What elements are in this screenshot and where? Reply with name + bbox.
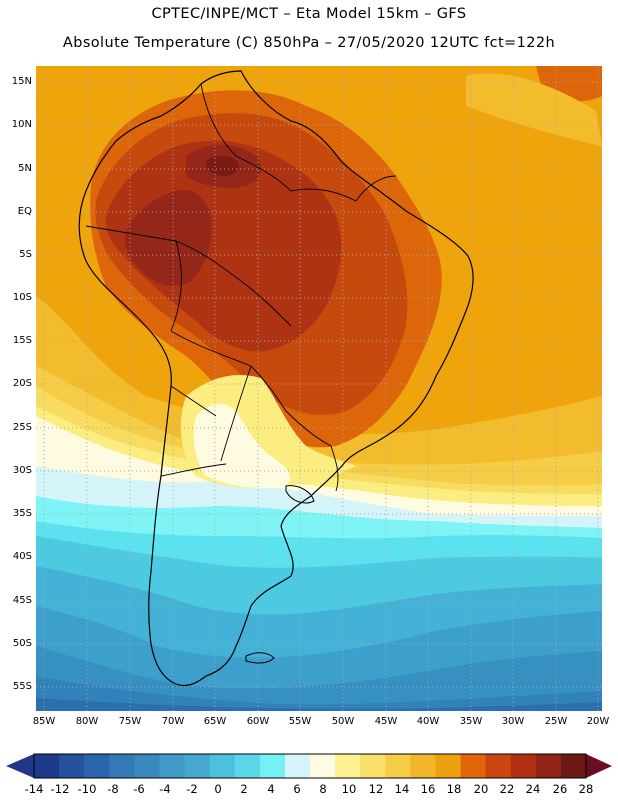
temperature-map[interactable] [36,66,602,711]
colorbar-cell [134,754,160,778]
temperature-colorbar [6,753,612,779]
colorbar-high-arrow [586,754,612,778]
field-cm6 [36,646,602,711]
colorbar-cell [460,754,487,778]
colorbar-cell [510,754,537,778]
lat-label-20s: 20S [12,378,32,389]
lat-label-25s: 25S [12,422,32,433]
lat-label-50s: 50S [12,638,32,649]
colorbar-cell [184,754,211,778]
colorbar-cells [34,754,587,778]
lon-label-25w: 25W [544,716,568,727]
lon-label-30w: 30W [501,716,525,727]
colorbar-cell [385,754,411,778]
lat-label-5s: 5S [19,249,32,260]
colorbar-cell [209,754,236,778]
colorbar-cell [310,754,336,778]
colorbar-label: 2 [240,782,248,796]
colorbar-low-arrow [6,754,34,778]
colorbar-cell [259,754,286,778]
lat-label-45s: 45S [12,595,32,606]
lon-label-45w: 45W [374,716,398,727]
colorbar-label: -6 [133,782,145,796]
lat-label-35s: 35S [12,508,32,519]
lon-label-80w: 80W [75,716,99,727]
lat-label-10n: 10N [11,119,32,130]
lon-label-35w: 35W [459,716,483,727]
lat-label-5n: 5N [18,163,32,174]
colorbar-cell [34,754,60,778]
colorbar-label: 24 [525,782,541,796]
colorbar-label: 22 [499,782,515,796]
colorbar-label: 12 [368,782,384,796]
colorbar-label: 8 [319,782,327,796]
lon-label-70w: 70W [161,716,185,727]
field-c24 [105,140,342,352]
colorbar-cell [535,754,562,778]
colorbar-label: 20 [473,782,489,796]
lon-label-75w: 75W [118,716,142,727]
lon-label-65w: 65W [203,716,227,727]
lon-label-55w: 55W [288,716,312,727]
lon-label-40w: 40W [416,716,440,727]
lon-label-50w: 50W [331,716,355,727]
colorbar-label: -4 [159,782,171,796]
lat-label-15s: 15S [12,335,32,346]
field-c16-ne [466,73,602,146]
lat-label-30s: 30S [12,465,32,476]
colorbar-label: -14 [24,782,44,796]
colorbar-label: 18 [446,782,462,796]
field-cm8 [36,676,602,711]
map-subtitle: Absolute Temperature (C) 850hPa – 27/05/… [62,35,556,51]
lon-label-20w: 20W [586,716,610,727]
colorbar-label: 14 [394,782,410,796]
field-cm10 [36,698,602,711]
country-borders [85,83,397,492]
colorbar-cell [284,754,311,778]
map-title: CPTEC/INPE/MCT – Eta Model 15km – GFS [151,6,467,22]
lon-label-85w: 85W [32,716,56,727]
colorbar-cell [234,754,261,778]
colorbar-label: 0 [214,782,222,796]
colorbar-cell [560,754,587,778]
colorbar-label: -2 [186,782,198,796]
field-c26 [124,189,212,287]
lat-label-15n: 15N [11,76,32,87]
falklands-island [245,652,275,664]
continent-coastline [78,70,474,687]
lat-label-40s: 40S [12,551,32,562]
colorbar-cell [109,754,135,778]
colorbar-label: 6 [293,782,301,796]
rio-de-la-plata [285,485,315,504]
colorbar-cell [410,754,436,778]
colorbar-cell [435,754,462,778]
colorbar-label: 26 [552,782,568,796]
colorbar-cell [485,754,512,778]
colorbar-label: -8 [107,782,119,796]
colorbar-label: 10 [341,782,357,796]
colorbar-label: -10 [77,782,97,796]
colorbar-cell [59,754,85,778]
colorbar-cell [159,754,186,778]
colorbar-cell [360,754,386,778]
lat-label-55s: 55S [12,681,32,692]
colorbar-cell [84,754,110,778]
field-c8-arg [193,404,291,488]
colorbar-label: 4 [267,782,275,796]
colorbar-label: 16 [420,782,436,796]
lat-label-10s: 10S [12,292,32,303]
field-c28 [206,155,239,176]
colorbar-label: -12 [50,782,70,796]
colorbar-cell [335,754,361,778]
lon-label-60w: 60W [246,716,270,727]
lat-label-eq: EQ [17,206,32,217]
colorbar-label: 28 [578,782,594,796]
